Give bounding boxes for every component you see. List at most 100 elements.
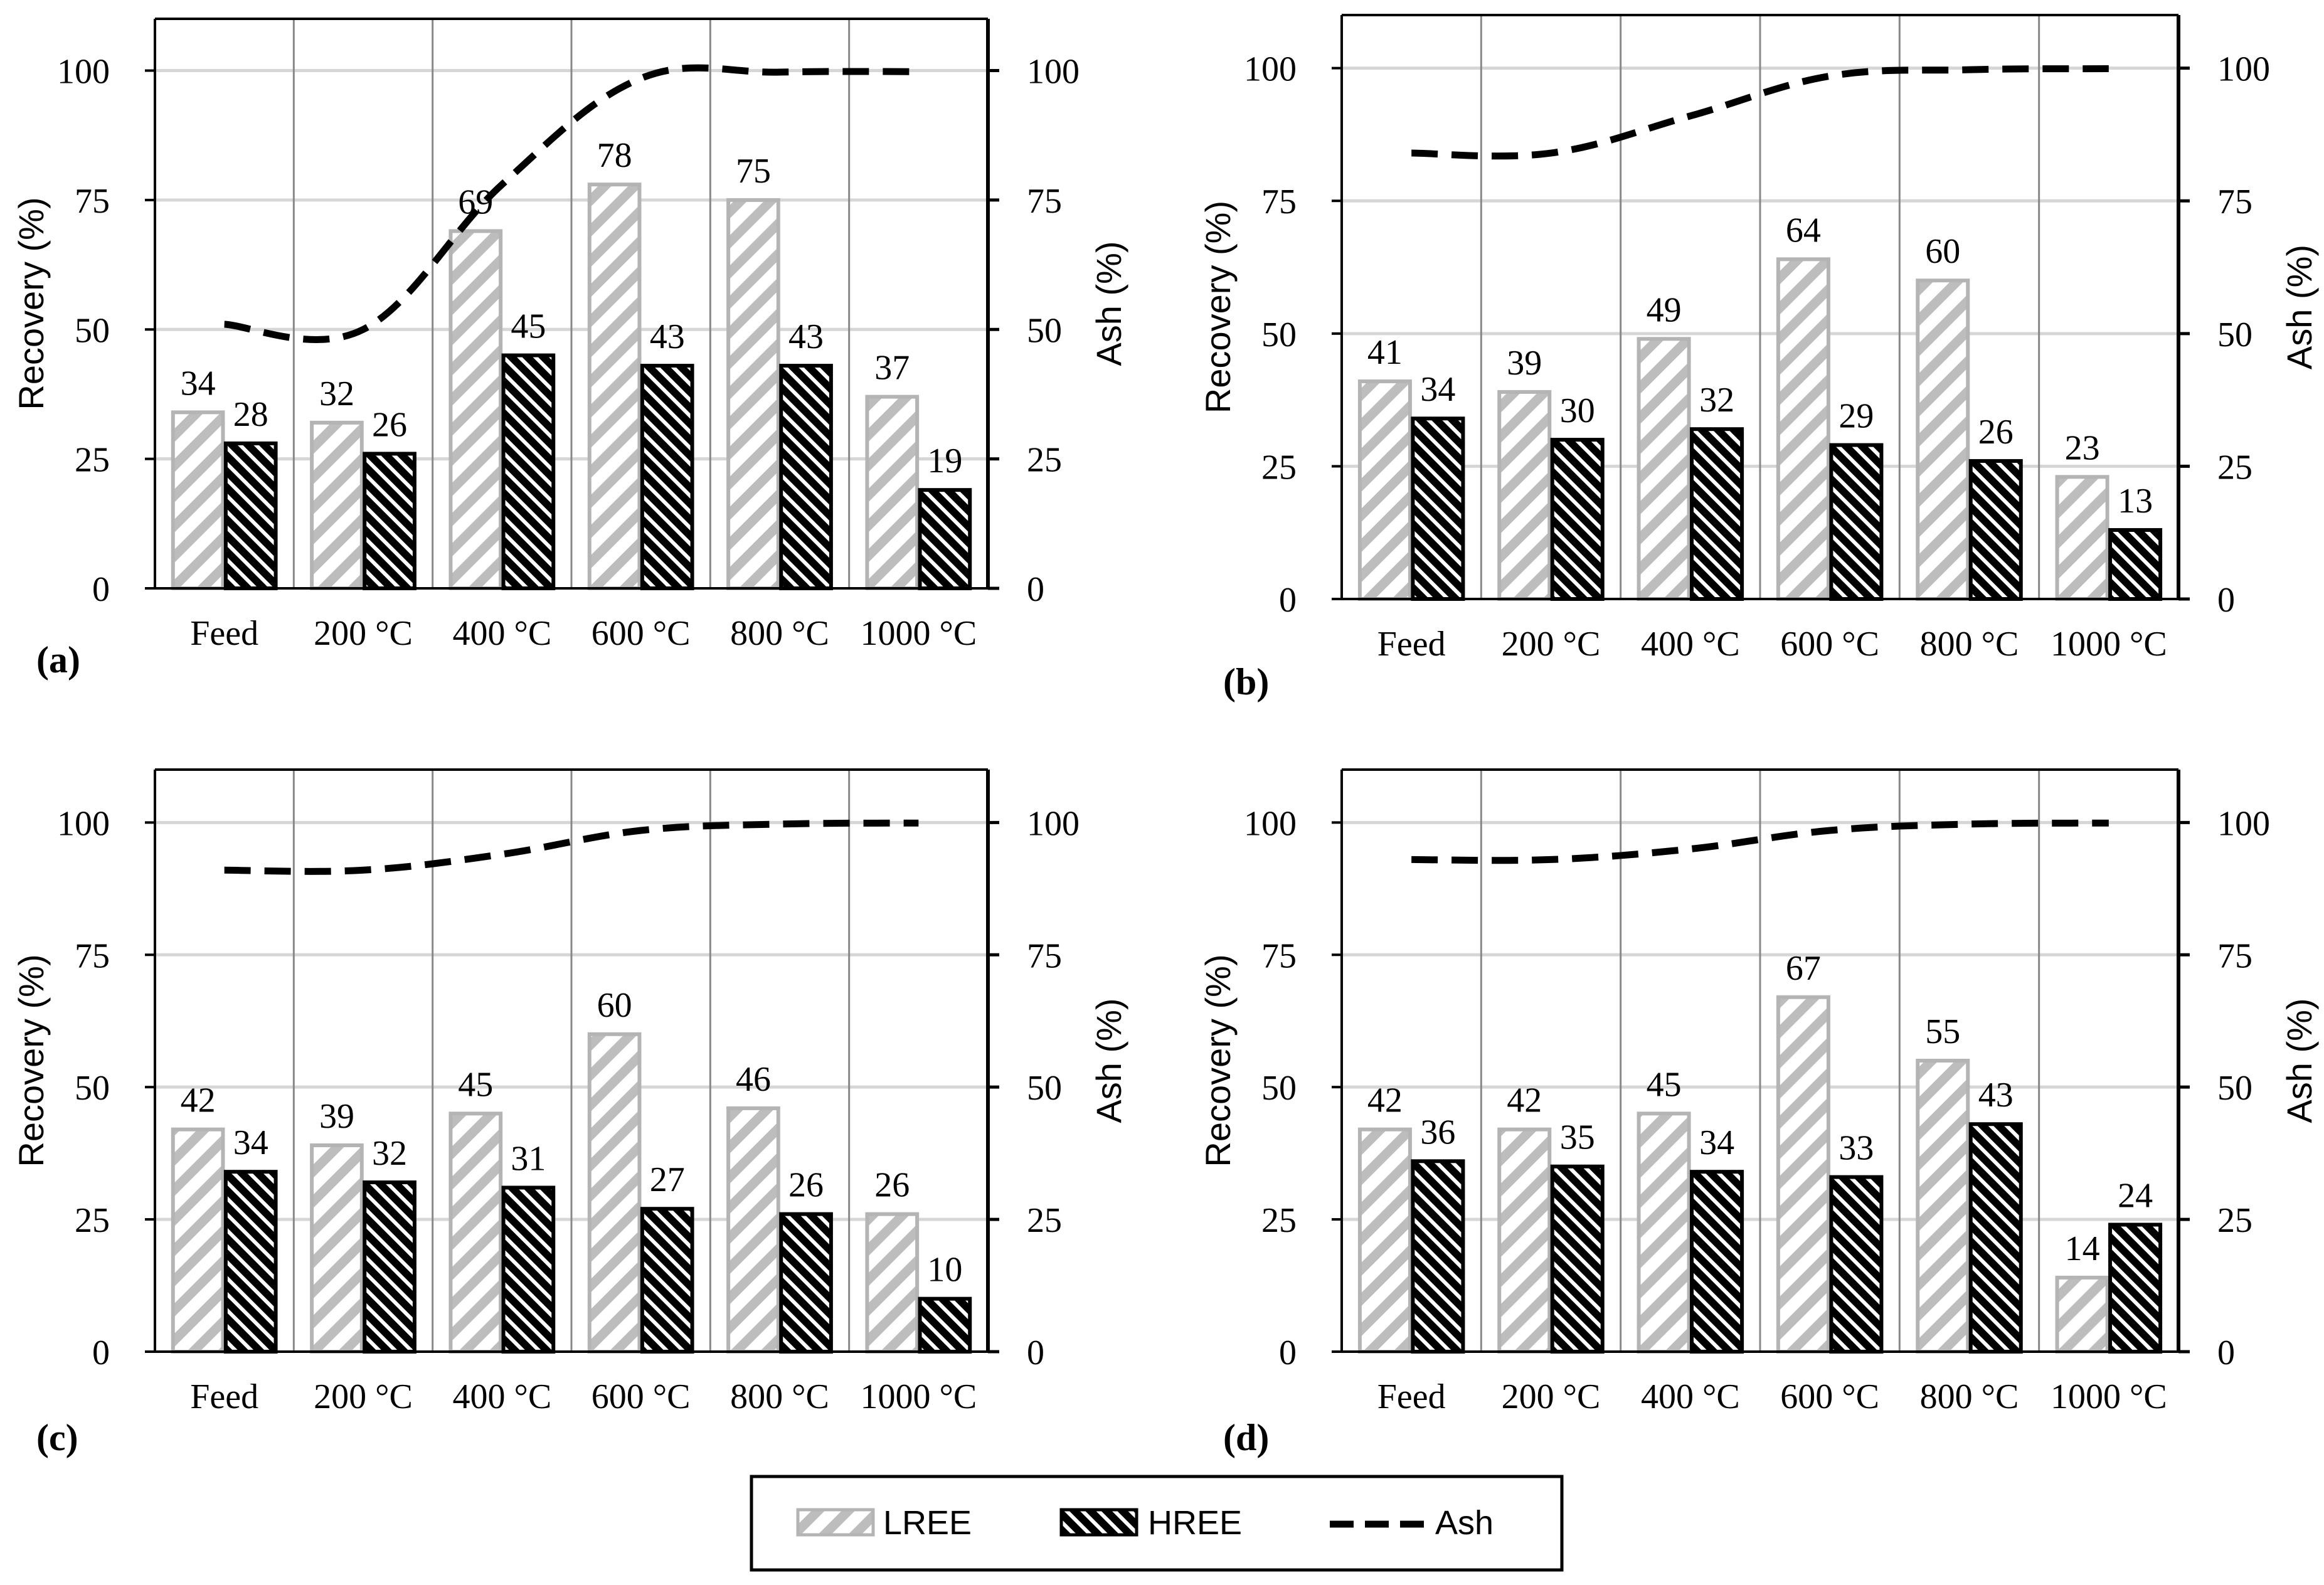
y2-tick-label: 50 <box>1027 1069 1062 1108</box>
lree-bar <box>448 1111 503 1354</box>
x-tick-label: 1000 °C <box>860 614 977 653</box>
x-tick-label: 1000 °C <box>860 1377 977 1416</box>
hree-data-label: 36 <box>1420 1113 1455 1152</box>
y2-tick-label: 0 <box>1027 570 1044 609</box>
hree-data-label: 32 <box>1699 381 1734 420</box>
y2-tick-label: 25 <box>1027 441 1062 480</box>
panel-label: (a) <box>36 639 80 681</box>
y-tick-label: 0 <box>1279 1333 1297 1372</box>
hree-data-label: 10 <box>927 1251 962 1290</box>
hree-bar <box>363 452 417 591</box>
y-tick-label: 0 <box>92 570 110 609</box>
x-tick-label: 200 °C <box>1502 1377 1601 1416</box>
lree-data-label: 14 <box>2065 1229 2100 1268</box>
y-tick-label: 100 <box>1244 50 1297 89</box>
lree-data-label: 67 <box>1786 949 1821 988</box>
lree-bar <box>726 1106 780 1354</box>
lree-bar <box>1916 278 1970 601</box>
y-axis-title: Recovery (%) <box>11 197 51 410</box>
x-tick-label: Feed <box>1377 625 1446 664</box>
lree-bar <box>1776 257 1830 601</box>
x-tick-label: 400 °C <box>1641 1377 1740 1416</box>
hree-data-label: 43 <box>1978 1076 2014 1115</box>
y-tick-label: 25 <box>1261 448 1297 487</box>
x-tick-label: 800 °C <box>730 614 829 653</box>
y2-tick-label: 100 <box>1027 53 1080 92</box>
legend-label-hree: HREE <box>1148 1504 1242 1542</box>
hree-bar <box>223 1170 278 1354</box>
chart-panel-d: 42 36 Feed 42 35 200 °C 45 34 400 °C 67 33 600 °C 55… <box>1198 768 2319 1458</box>
y2-tick-label: 0 <box>2217 1333 2235 1372</box>
y-tick-label: 75 <box>1261 183 1297 221</box>
lree-data-label: 39 <box>319 1097 354 1136</box>
x-tick-label: 800 °C <box>1920 1377 2019 1416</box>
y2-tick-label: 75 <box>1027 936 1062 975</box>
y-tick-label: 50 <box>1261 1069 1297 1108</box>
y2-tick-label: 50 <box>1027 311 1062 350</box>
legend-label-lree: LREE <box>883 1504 972 1542</box>
hree-data-label: 34 <box>1420 370 1455 409</box>
legend-label-ash: Ash <box>1435 1504 1494 1542</box>
x-tick-label: Feed <box>1377 1377 1446 1416</box>
hree-data-label: 34 <box>1699 1123 1734 1162</box>
hree-data-label: 26 <box>1978 413 2014 452</box>
lree-bar <box>448 229 503 591</box>
y2-tick-label: 25 <box>2217 1201 2252 1240</box>
x-tick-label: 1000 °C <box>2051 625 2167 664</box>
lree-data-label: 42 <box>181 1081 216 1120</box>
y2-tick-label: 100 <box>2217 804 2270 843</box>
x-tick-label: 200 °C <box>314 1377 413 1416</box>
y-axis-title: Recovery (%) <box>1198 954 1238 1167</box>
x-tick-label: Feed <box>190 614 258 653</box>
lree-bar <box>171 1127 225 1354</box>
lree-data-label: 34 <box>181 364 216 403</box>
y-tick-label: 50 <box>75 311 110 350</box>
hree-bar <box>363 1180 417 1354</box>
lree-data-label: 26 <box>874 1166 910 1205</box>
y-tick-label: 0 <box>92 1333 110 1372</box>
hree-bar <box>1411 1159 1465 1354</box>
hree-bar <box>1411 416 1465 602</box>
hree-data-label: 35 <box>1560 1118 1595 1157</box>
y2-axis-title: Ash (%) <box>1089 241 1128 366</box>
y2-tick-label: 75 <box>1027 182 1062 221</box>
hree-bar <box>223 441 278 591</box>
lree-bar <box>310 420 364 590</box>
hree-data-label: 13 <box>2118 482 2153 521</box>
lree-data-label: 49 <box>1647 290 1682 329</box>
y2-tick-label: 75 <box>2217 183 2252 221</box>
hree-data-label: 43 <box>650 317 685 356</box>
ash-line <box>224 64 919 343</box>
lree-bar <box>1357 379 1412 601</box>
hree-bar <box>779 1212 833 1354</box>
hree-data-label: 24 <box>2118 1177 2153 1216</box>
y-tick-label: 100 <box>57 53 110 92</box>
hree-bar <box>1829 443 1884 602</box>
chart-panel-b: 41 34 Feed 39 30 200 °C 49 32 400 °C 64 29 600 °C 60… <box>1198 14 2319 702</box>
x-tick-label: 400 °C <box>452 1377 551 1416</box>
hree-data-label: 26 <box>788 1166 824 1205</box>
hree-bar <box>918 488 972 590</box>
lree-data-label: 60 <box>597 986 632 1025</box>
lree-bar <box>865 395 920 591</box>
lree-data-label: 41 <box>1367 333 1403 372</box>
y-tick-label: 0 <box>1279 581 1297 620</box>
y2-tick-label: 100 <box>1027 804 1080 843</box>
lree-bar <box>1497 1127 1552 1354</box>
y2-axis-title: Ash (%) <box>2279 998 2319 1123</box>
y-tick-label: 25 <box>75 441 110 480</box>
y2-tick-label: 100 <box>2217 50 2270 89</box>
y-tick-label: 50 <box>1261 315 1297 354</box>
hree-data-label: 32 <box>372 1134 407 1173</box>
y-tick-label: 25 <box>75 1201 110 1240</box>
hree-bar <box>1968 1122 2023 1354</box>
y2-tick-label: 25 <box>2217 448 2252 487</box>
lree-data-label: 45 <box>1647 1065 1682 1104</box>
lree-data-label: 60 <box>1925 232 1960 271</box>
x-tick-label: 200 °C <box>1502 625 1601 664</box>
hree-bar <box>779 364 833 591</box>
hree-data-label: 29 <box>1839 397 1874 436</box>
lree-bar <box>1637 1111 1691 1354</box>
hree-bar <box>1968 459 2023 601</box>
